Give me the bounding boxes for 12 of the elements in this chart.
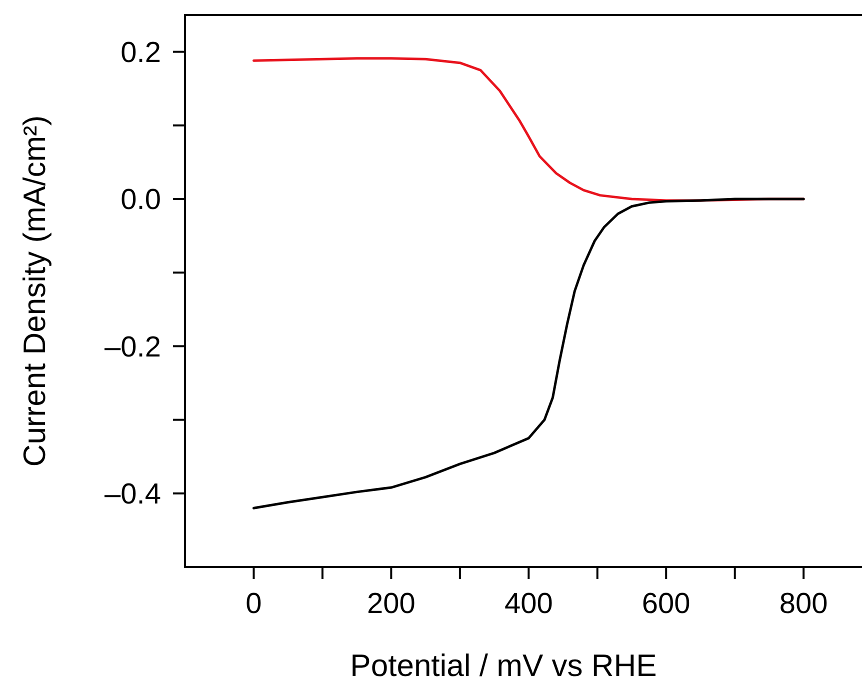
x-tick-label: 600 — [642, 588, 690, 620]
y-tick-label: –0.4 — [104, 478, 161, 511]
y-tick-label: 0.2 — [120, 36, 161, 69]
y-tick-label: 0.0 — [120, 184, 161, 216]
line-series — [252, 198, 805, 510]
x-tick-label: 800 — [779, 588, 828, 620]
y-tick-label: –0.2 — [104, 331, 161, 364]
x-tick-label: 400 — [504, 588, 553, 620]
x-axis-title: Potential / mV vs RHE — [350, 648, 657, 683]
x-tick-label: 200 — [367, 588, 416, 620]
y-axis-title: Current Density (mA/cm²) — [17, 115, 52, 467]
x-tick-label: 0 — [246, 588, 262, 620]
